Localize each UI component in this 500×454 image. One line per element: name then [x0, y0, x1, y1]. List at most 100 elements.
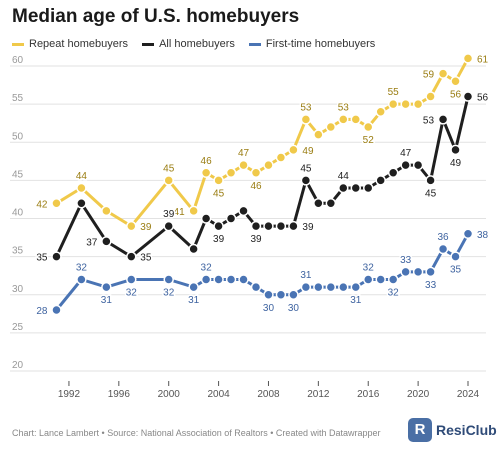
data-label-repeat: 47: [238, 148, 250, 159]
data-point-all: [225, 213, 237, 224]
data-point-all: [51, 251, 62, 262]
data-point-first: [126, 274, 137, 285]
logo-mark-icon: R: [408, 418, 432, 442]
data-point-all: [325, 198, 337, 209]
data-point-first: [437, 243, 449, 255]
data-label-all: 39: [250, 234, 262, 245]
data-label-all: 47: [400, 148, 412, 159]
data-point-all: [263, 220, 274, 232]
data-point-first: [375, 274, 386, 285]
data-point-all: [163, 220, 174, 232]
data-point-first: [225, 274, 237, 285]
data-point-all: [362, 182, 374, 194]
data-point-all: [250, 220, 262, 232]
data-point-all: [400, 159, 411, 171]
data-point-all: [375, 175, 386, 186]
logo-text: ResiClub: [436, 422, 497, 438]
resiclub-logo: R ResiClub: [408, 418, 497, 442]
data-point-all: [300, 175, 312, 186]
data-point-first: [101, 281, 112, 293]
data-point-first: [263, 289, 274, 300]
data-point-first: [200, 274, 212, 285]
data-label-first: 32: [201, 263, 213, 274]
y-tick-label: 25: [12, 322, 24, 333]
data-point-repeat: [238, 159, 249, 171]
data-point-first: [275, 289, 287, 300]
data-point-repeat: [51, 198, 62, 209]
data-point-repeat: [263, 159, 274, 171]
data-point-repeat: [437, 68, 449, 79]
legend-swatch-all: [142, 42, 155, 46]
data-point-first: [313, 281, 324, 293]
series-line-repeat: [55, 57, 470, 228]
data-point-repeat: [101, 205, 112, 217]
data-point-first: [288, 289, 299, 300]
legend-label-first: First-time homebuyers: [265, 38, 376, 50]
data-label-all: 39: [163, 209, 175, 220]
data-label-first: 38: [477, 230, 489, 241]
data-point-repeat: [213, 175, 224, 186]
data-label-first: 30: [263, 303, 275, 314]
x-tick-label: 2012: [307, 389, 330, 400]
data-point-all: [188, 243, 199, 255]
data-label-first: 30: [288, 303, 300, 314]
data-label-repeat: 53: [300, 102, 312, 113]
data-point-first: [462, 228, 474, 239]
data-label-repeat: 53: [338, 102, 350, 113]
data-label-repeat: 45: [213, 188, 225, 199]
data-label-repeat: 46: [250, 181, 262, 192]
data-point-first: [51, 304, 62, 316]
data-point-repeat: [400, 98, 411, 110]
data-label-all: 37: [86, 237, 98, 248]
data-label-repeat: 46: [201, 156, 213, 167]
data-label-first: 28: [36, 306, 48, 317]
data-point-all: [213, 220, 224, 232]
data-label-first: 31: [350, 295, 362, 306]
series-line-all: [55, 96, 470, 259]
data-point-first: [400, 266, 411, 278]
y-tick-label: 35: [12, 246, 24, 257]
data-label-repeat: 39: [140, 222, 152, 233]
data-point-repeat: [225, 167, 237, 178]
data-point-repeat: [188, 205, 199, 217]
legend-swatch-repeat: [12, 42, 24, 46]
data-point-repeat: [163, 175, 174, 186]
data-point-repeat: [338, 114, 349, 125]
data-point-repeat: [462, 53, 474, 64]
source-footer: Chart: Lance Lambert • Source: National …: [12, 428, 381, 438]
data-label-first: 35: [450, 265, 462, 276]
data-point-first: [238, 274, 249, 285]
data-point-first: [425, 266, 436, 278]
data-label-all: 39: [213, 234, 225, 245]
legend-item-repeat[interactable]: Repeat homebuyers: [12, 38, 128, 50]
y-tick-label: 20: [12, 360, 24, 371]
data-point-first: [300, 281, 312, 293]
legend-item-all[interactable]: All homebuyers: [142, 38, 235, 50]
legend-item-first[interactable]: First-time homebuyers: [248, 38, 376, 50]
data-point-first: [450, 251, 461, 262]
data-label-first: 32: [163, 288, 175, 299]
data-label-repeat: 49: [302, 146, 314, 157]
data-point-first: [163, 274, 174, 285]
data-point-all: [126, 251, 137, 262]
data-label-first: 32: [76, 263, 88, 274]
x-tick-label: 1996: [108, 389, 131, 400]
data-label-all: 39: [302, 222, 314, 233]
data-point-all: [425, 175, 436, 186]
data-label-repeat: 56: [450, 89, 462, 100]
data-label-all: 35: [36, 253, 48, 264]
data-label-first: 32: [388, 288, 400, 299]
data-point-repeat: [300, 114, 312, 125]
x-tick-label: 2024: [457, 389, 480, 400]
data-point-all: [101, 236, 112, 247]
legend: Repeat homebuyers All homebuyers First-t…: [12, 38, 375, 50]
data-label-first: 32: [363, 263, 375, 274]
data-point-repeat: [288, 144, 299, 156]
data-label-first: 33: [425, 280, 437, 291]
data-point-repeat: [76, 182, 87, 194]
legend-label-all: All homebuyers: [159, 38, 235, 50]
y-tick-label: 30: [12, 284, 24, 295]
data-point-all: [275, 220, 287, 232]
data-point-first: [213, 274, 224, 285]
data-label-all: 45: [300, 163, 312, 174]
